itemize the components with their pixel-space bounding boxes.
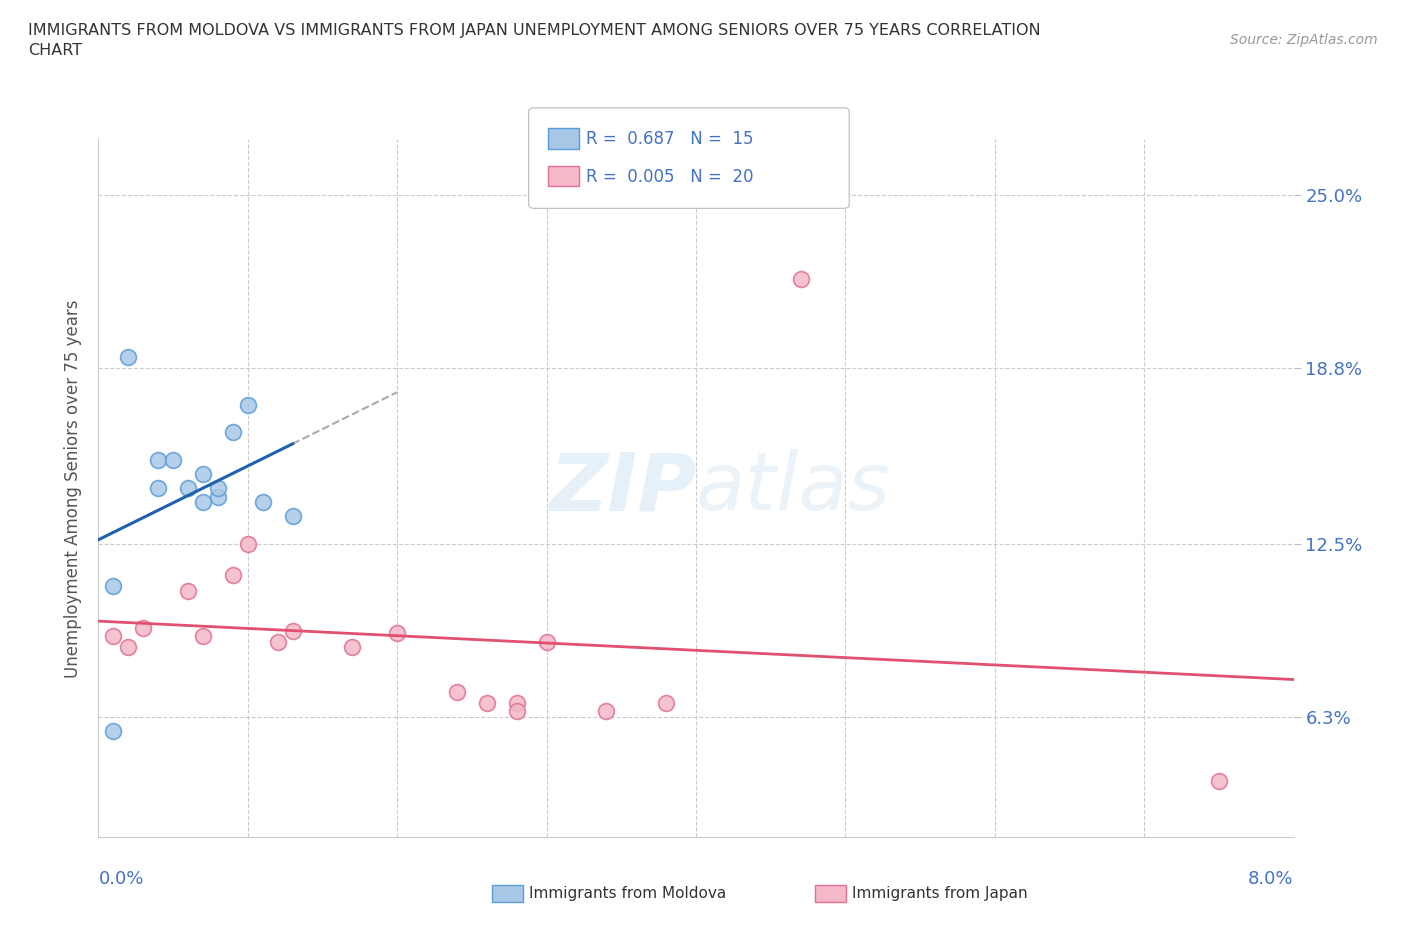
Point: [536, 634, 558, 649]
Point: [148, 481, 170, 496]
Point: [267, 634, 290, 649]
Text: R =  0.005   N =  20: R = 0.005 N = 20: [586, 167, 754, 186]
Text: IMMIGRANTS FROM MOLDOVA VS IMMIGRANTS FROM JAPAN UNEMPLOYMENT AMONG SENIORS OVER: IMMIGRANTS FROM MOLDOVA VS IMMIGRANTS FR…: [28, 23, 1040, 58]
Y-axis label: Unemployment Among Seniors over 75 years: Unemployment Among Seniors over 75 years: [65, 299, 83, 677]
Point: [177, 584, 200, 599]
Point: [103, 629, 125, 644]
Point: [595, 704, 617, 719]
Point: [207, 489, 229, 504]
Point: [177, 481, 200, 496]
Point: [342, 640, 364, 655]
Point: [385, 626, 409, 641]
Point: [191, 467, 214, 482]
Point: [446, 684, 468, 699]
Point: [655, 696, 678, 711]
Point: [1208, 774, 1230, 789]
Text: Immigrants from Japan: Immigrants from Japan: [852, 886, 1028, 901]
Text: Immigrants from Moldova: Immigrants from Moldova: [529, 886, 725, 901]
Text: Source: ZipAtlas.com: Source: ZipAtlas.com: [1230, 33, 1378, 46]
Point: [117, 640, 139, 655]
Text: R =  0.687   N =  15: R = 0.687 N = 15: [586, 130, 754, 149]
Point: [236, 537, 259, 551]
Text: atlas: atlas: [696, 449, 891, 527]
Point: [236, 397, 259, 412]
Text: 0.0%: 0.0%: [98, 870, 143, 888]
Text: ZIP: ZIP: [548, 449, 696, 527]
Point: [222, 425, 245, 440]
Point: [132, 620, 155, 635]
Point: [506, 704, 529, 719]
Point: [162, 453, 184, 468]
Point: [506, 696, 529, 711]
Point: [281, 509, 304, 524]
Point: [191, 495, 214, 510]
Text: 8.0%: 8.0%: [1249, 870, 1294, 888]
Point: [148, 453, 170, 468]
Point: [222, 567, 245, 582]
Point: [789, 272, 811, 286]
Point: [475, 696, 498, 711]
Point: [207, 481, 229, 496]
Point: [103, 578, 125, 593]
Point: [117, 350, 139, 365]
Point: [103, 724, 125, 738]
Point: [191, 629, 214, 644]
Point: [252, 495, 274, 510]
Point: [281, 623, 304, 638]
